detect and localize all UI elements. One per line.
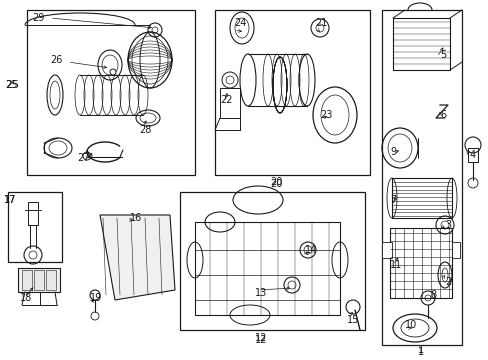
Text: 25: 25 [5,80,19,90]
Text: 21: 21 [314,18,326,28]
Text: 24: 24 [234,18,246,28]
Bar [27,10,195,175]
Text: 25: 25 [5,80,18,90]
Polygon shape [100,215,175,300]
Text: 23: 23 [319,110,332,120]
Text: 1: 1 [417,345,423,355]
Text: 17: 17 [4,195,16,205]
Bar [381,242,391,258]
Text: 2: 2 [444,277,450,287]
Bar [381,10,461,345]
Text: 18: 18 [20,293,32,303]
Text: 26: 26 [50,55,62,65]
Text: 8: 8 [429,290,435,300]
Bar [195,222,339,315]
Text: 15: 15 [346,315,359,325]
Text: 4: 4 [469,150,475,160]
Bar [8,192,62,262]
Text: 29: 29 [32,13,44,23]
Text: 17: 17 [4,195,16,205]
Bar [467,148,477,162]
Text: 1: 1 [417,347,423,357]
Bar [392,18,449,70]
Text: 19: 19 [90,293,102,303]
Text: 12: 12 [254,335,267,345]
Text: 14: 14 [305,245,317,255]
Text: 10: 10 [404,320,416,330]
Text: 27: 27 [77,153,89,163]
Bar [391,178,451,218]
Text: 11: 11 [389,260,402,270]
Circle shape [110,69,116,75]
Text: 5: 5 [439,50,446,60]
Text: 3: 3 [444,220,450,230]
Text: 16: 16 [130,213,142,223]
Text: 9: 9 [389,147,395,157]
Text: 20: 20 [269,177,282,187]
Text: 20: 20 [269,179,282,189]
Bar [215,10,369,175]
Text: 22: 22 [220,95,232,105]
Bar [451,242,459,258]
Bar [34,270,44,290]
Bar [18,268,60,292]
Text: 13: 13 [254,288,267,298]
Bar [220,88,240,118]
Bar [389,228,451,298]
Text: 6: 6 [439,110,445,120]
Bar [180,192,364,330]
Text: 12: 12 [254,333,267,343]
Bar [22,270,32,290]
Bar [46,270,56,290]
Text: 28: 28 [139,125,151,135]
Bar [28,202,38,225]
Text: 7: 7 [389,195,395,205]
